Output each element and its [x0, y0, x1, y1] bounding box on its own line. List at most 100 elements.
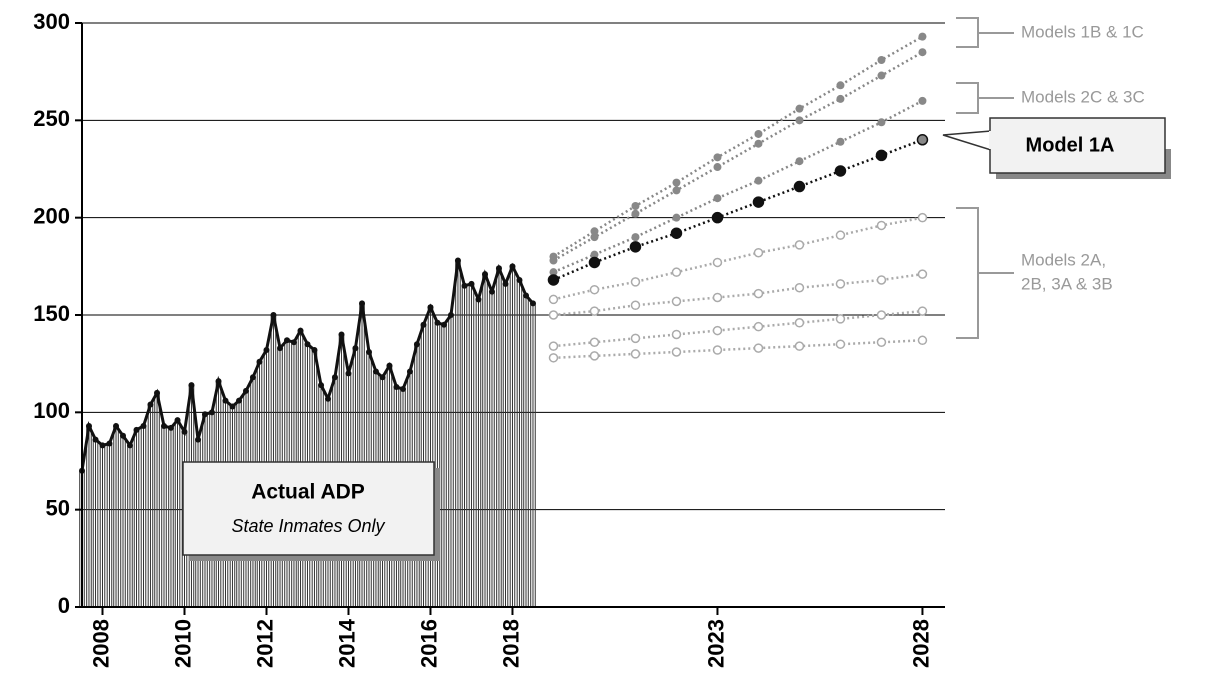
- label-box: [182, 461, 435, 556]
- actual-point: [113, 422, 120, 429]
- projection-point: [836, 81, 845, 90]
- actual-point: [236, 397, 243, 404]
- projection-point: [548, 294, 559, 305]
- y-tick-label: 250: [33, 106, 70, 131]
- projection-point: [794, 282, 805, 293]
- x-tick-label: 2008: [88, 619, 113, 668]
- x-tick-label: 2018: [498, 619, 523, 668]
- actual-point: [523, 292, 530, 299]
- actual-point: [454, 257, 461, 264]
- actual-point: [174, 417, 181, 424]
- projection-point: [671, 329, 682, 340]
- projection-point: [877, 118, 886, 127]
- bracket: [956, 82, 1014, 114]
- projection-point: [590, 250, 599, 259]
- projections: [547, 32, 929, 363]
- actual-point: [167, 424, 174, 431]
- actual-point: [297, 327, 304, 334]
- projection-point: [753, 321, 764, 332]
- projection-point: [629, 241, 642, 253]
- projection-point: [713, 153, 722, 162]
- actual-point: [434, 319, 441, 326]
- projection-point: [917, 212, 928, 223]
- actual-point: [516, 276, 523, 283]
- projection-point: [835, 279, 846, 289]
- projection-point: [589, 337, 600, 348]
- projection-point: [548, 310, 559, 320]
- projection-point: [588, 256, 601, 269]
- actual-point: [509, 263, 516, 270]
- actual-point: [365, 348, 372, 355]
- projection-point: [753, 288, 764, 299]
- projection-point: [877, 71, 886, 80]
- actual-point: [188, 382, 195, 389]
- projection-point: [712, 292, 723, 303]
- actual-point: [290, 339, 297, 346]
- actual-point: [126, 442, 133, 449]
- projection-point: [672, 186, 681, 195]
- projection-point: [631, 233, 640, 242]
- actual-point: [427, 304, 434, 311]
- actual-point: [400, 385, 407, 392]
- actual-point: [147, 401, 154, 408]
- callout-join: [989, 131, 992, 149]
- projection-line: [553, 339, 923, 360]
- projection-point: [835, 339, 846, 349]
- projection-line: [552, 35, 924, 258]
- actual-point: [311, 347, 318, 354]
- y-tick-label: 50: [46, 495, 70, 520]
- callout-pointer: [942, 130, 992, 152]
- actual-point: [324, 395, 331, 402]
- actual-point: [359, 300, 366, 307]
- actual-point: [331, 374, 338, 381]
- projection-point: [713, 163, 722, 172]
- projection-point: [589, 306, 600, 316]
- projection-line: [553, 309, 923, 348]
- projection-line: [552, 138, 923, 282]
- actual-point: [345, 370, 352, 377]
- projection-point: [671, 296, 682, 307]
- projection-point: [875, 149, 888, 162]
- projection-point: [711, 211, 724, 224]
- actual-point: [208, 409, 215, 416]
- actual-point: [277, 345, 284, 352]
- actual-point: [379, 374, 386, 381]
- box-subtitle: State Inmates Only: [231, 516, 385, 536]
- projection-point: [877, 55, 886, 64]
- projection-point: [547, 274, 560, 286]
- actual-point: [154, 389, 161, 396]
- projection-point: [712, 345, 723, 355]
- projection-point: [876, 275, 887, 285]
- projection-point: [918, 48, 927, 57]
- projection-point: [590, 233, 599, 242]
- projection-point: [918, 96, 927, 105]
- projection-point: [548, 353, 559, 363]
- projection-line: [553, 216, 923, 301]
- projection-point: [753, 343, 764, 353]
- actual-point: [386, 362, 393, 369]
- projection-point: [753, 247, 764, 258]
- projection-point: [794, 240, 805, 250]
- projection-point: [917, 269, 928, 279]
- actual-point: [133, 426, 140, 433]
- actual-point: [249, 374, 256, 381]
- actual-point: [215, 378, 222, 385]
- projection-point: [835, 314, 846, 324]
- projection-point: [917, 335, 928, 346]
- projection-point: [752, 196, 765, 208]
- projection-point: [876, 310, 887, 320]
- y-tick-label: 150: [33, 301, 70, 326]
- bracket: [956, 207, 1014, 339]
- x-tick-label: 2014: [334, 618, 359, 668]
- actual-point: [495, 265, 502, 272]
- projection-point: [631, 201, 640, 210]
- projection-point: [589, 284, 600, 295]
- actual-point: [229, 403, 236, 410]
- actual-point: [338, 331, 345, 338]
- projection-point: [548, 341, 559, 351]
- x-tick-label: 2010: [170, 619, 195, 668]
- actual-point: [447, 312, 454, 318]
- projection-point: [672, 213, 681, 222]
- actual-point: [242, 387, 249, 394]
